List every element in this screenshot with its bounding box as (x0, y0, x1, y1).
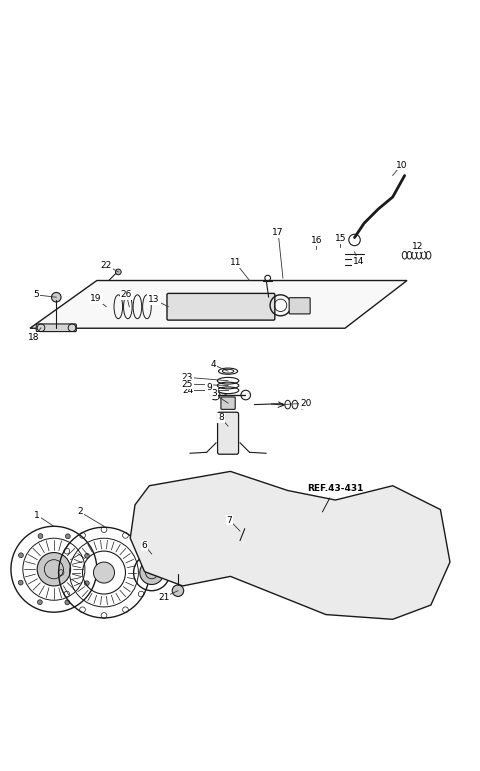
Text: 16: 16 (311, 237, 322, 245)
Circle shape (51, 292, 61, 302)
Circle shape (18, 581, 23, 585)
FancyBboxPatch shape (36, 324, 76, 332)
Circle shape (94, 562, 115, 583)
Text: 22: 22 (101, 261, 112, 270)
FancyBboxPatch shape (217, 412, 239, 454)
Text: 4: 4 (211, 361, 216, 369)
Text: 10: 10 (396, 160, 407, 170)
Text: 19: 19 (90, 295, 102, 303)
FancyBboxPatch shape (167, 294, 275, 320)
Circle shape (65, 600, 70, 604)
Text: 13: 13 (148, 295, 160, 304)
Text: 24: 24 (182, 386, 193, 395)
Circle shape (84, 581, 89, 586)
Text: 15: 15 (335, 234, 346, 243)
Circle shape (37, 600, 42, 604)
Text: 1: 1 (34, 511, 40, 520)
Circle shape (37, 553, 71, 586)
Text: 8: 8 (218, 413, 224, 423)
Text: 18: 18 (28, 333, 39, 342)
FancyBboxPatch shape (289, 298, 310, 314)
Text: 14: 14 (353, 257, 364, 266)
Circle shape (38, 534, 43, 538)
Circle shape (19, 553, 24, 557)
Circle shape (116, 269, 121, 274)
Polygon shape (130, 471, 450, 619)
Text: 3: 3 (211, 389, 216, 398)
Text: 17: 17 (273, 228, 284, 237)
Text: 12: 12 (412, 241, 423, 251)
Circle shape (172, 585, 184, 597)
Text: 7: 7 (227, 516, 232, 524)
Text: 2: 2 (77, 507, 83, 517)
Text: REF.43-431: REF.43-431 (307, 483, 363, 512)
Text: 6: 6 (142, 541, 147, 550)
Text: 21: 21 (158, 593, 169, 602)
Polygon shape (30, 281, 407, 328)
Text: 9: 9 (206, 383, 212, 392)
Text: 26: 26 (121, 291, 132, 299)
Circle shape (140, 561, 164, 584)
FancyBboxPatch shape (221, 397, 235, 409)
Text: 11: 11 (229, 258, 241, 267)
Text: 20: 20 (300, 399, 312, 408)
Text: 25: 25 (182, 379, 193, 389)
Text: 23: 23 (182, 373, 193, 382)
Circle shape (84, 554, 89, 558)
Circle shape (65, 534, 70, 539)
Text: 5: 5 (33, 291, 38, 299)
